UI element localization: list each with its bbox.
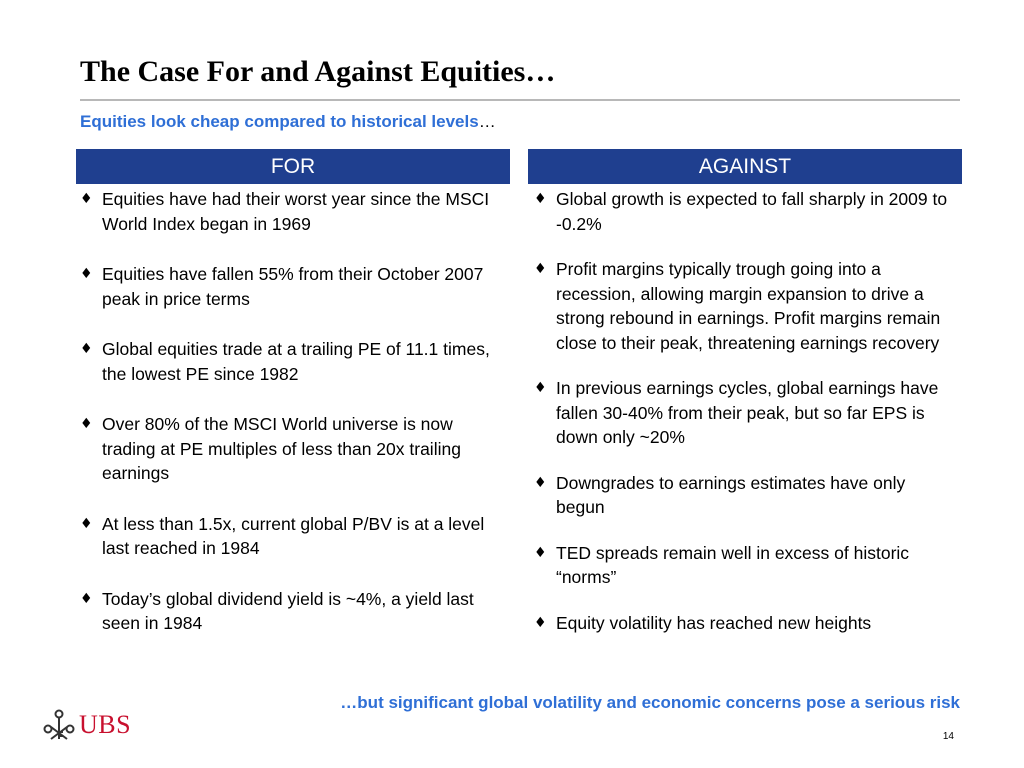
bullet-text: Global growth is expected to fall sharpl…	[556, 189, 948, 234]
bullet-item: ♦ Over 80% of the MSCI World universe is …	[80, 412, 508, 486]
bullet-item: ♦ In previous earnings cycles, global ear…	[534, 376, 952, 450]
three-keys-icon	[43, 709, 75, 740]
bullet-text: Equities have fallen 55% from their Octo…	[102, 264, 484, 309]
bullet-item: ♦ Equities have had their worst year sinc…	[80, 187, 508, 236]
bullet-item: ♦ Today’s global dividend yield is ~4%, a…	[80, 587, 508, 636]
bullet-item: ♦ Downgrades to earnings estimates have o…	[534, 471, 952, 520]
bullet-text: Downgrades to earnings estimates have on…	[556, 472, 906, 518]
bullet-text: TED spreads remain well in excess of his…	[556, 542, 910, 588]
bullet-diamond-icon: ♦	[80, 515, 93, 532]
conclusion-text: …but significant global volatility and e…	[340, 693, 960, 712]
bullet-text: Global equities trade at a trailing PE o…	[102, 339, 490, 384]
bullet-item: ♦ Global equities trade at a trailing PE …	[80, 337, 508, 386]
bullet-diamond-icon: ♦	[80, 341, 93, 357]
bullet-text: At less than 1.5x, current global P/BV i…	[102, 513, 485, 559]
ubs-logo-text: UBS	[79, 710, 132, 739]
bullet-diamond-icon: ♦	[80, 266, 93, 282]
bullet-item: ♦ Profit margins typically trough going i…	[534, 257, 952, 355]
bullet-diamond-icon: ♦	[534, 474, 547, 491]
bullet-diamond-icon: ♦	[534, 380, 547, 396]
bullet-item: ♦ Equities have fallen 55% from their Oct…	[80, 262, 508, 311]
subtitle: Equities look cheap compared to historic…	[80, 110, 496, 134]
subtitle-highlight: Equities look cheap compared to historic…	[80, 112, 479, 131]
bullet-text: Over 80% of the MSCI World universe is n…	[102, 414, 461, 483]
for-bullet-list: ♦ Equities have had their worst year sinc…	[80, 187, 508, 662]
bullet-text: In previous earnings cycles, global earn…	[556, 378, 939, 447]
bullet-text: Today’s global dividend yield is ~4%, a …	[102, 588, 474, 634]
against-bullet-list: ♦ Global growth is expected to fall sharp…	[534, 187, 952, 656]
bullet-diamond-icon: ♦	[534, 544, 547, 561]
bullet-diamond-icon: ♦	[80, 416, 93, 432]
bullet-item: ♦ Global growth is expected to fall sharp…	[534, 187, 952, 236]
bullet-item: ♦ At less than 1.5x, current global P/BV …	[80, 512, 508, 561]
bullet-item: ♦ Equity volatility has reached new heigh…	[534, 611, 952, 636]
page-number: 14	[942, 731, 954, 742]
bullet-diamond-icon: ♦	[80, 590, 93, 607]
against-column-header: AGAINST	[528, 149, 962, 184]
for-column-header: FOR	[76, 149, 510, 184]
bullet-diamond-icon: ♦	[80, 191, 93, 207]
bullet-diamond-icon: ♦	[534, 261, 547, 277]
title-divider	[80, 99, 960, 101]
bullet-diamond-icon: ♦	[534, 614, 547, 631]
bullet-text: Equity volatility has reached new height…	[556, 612, 872, 633]
bullet-text: Profit margins typically trough going in…	[556, 259, 941, 353]
subtitle-ellipsis: …	[478, 112, 496, 131]
slide-title: The Case For and Against Equities…	[80, 55, 556, 88]
bullet-diamond-icon: ♦	[534, 191, 547, 207]
bullet-item: ♦ TED spreads remain well in excess of hi…	[534, 541, 952, 590]
bullet-text: Equities have had their worst year since…	[102, 189, 490, 234]
